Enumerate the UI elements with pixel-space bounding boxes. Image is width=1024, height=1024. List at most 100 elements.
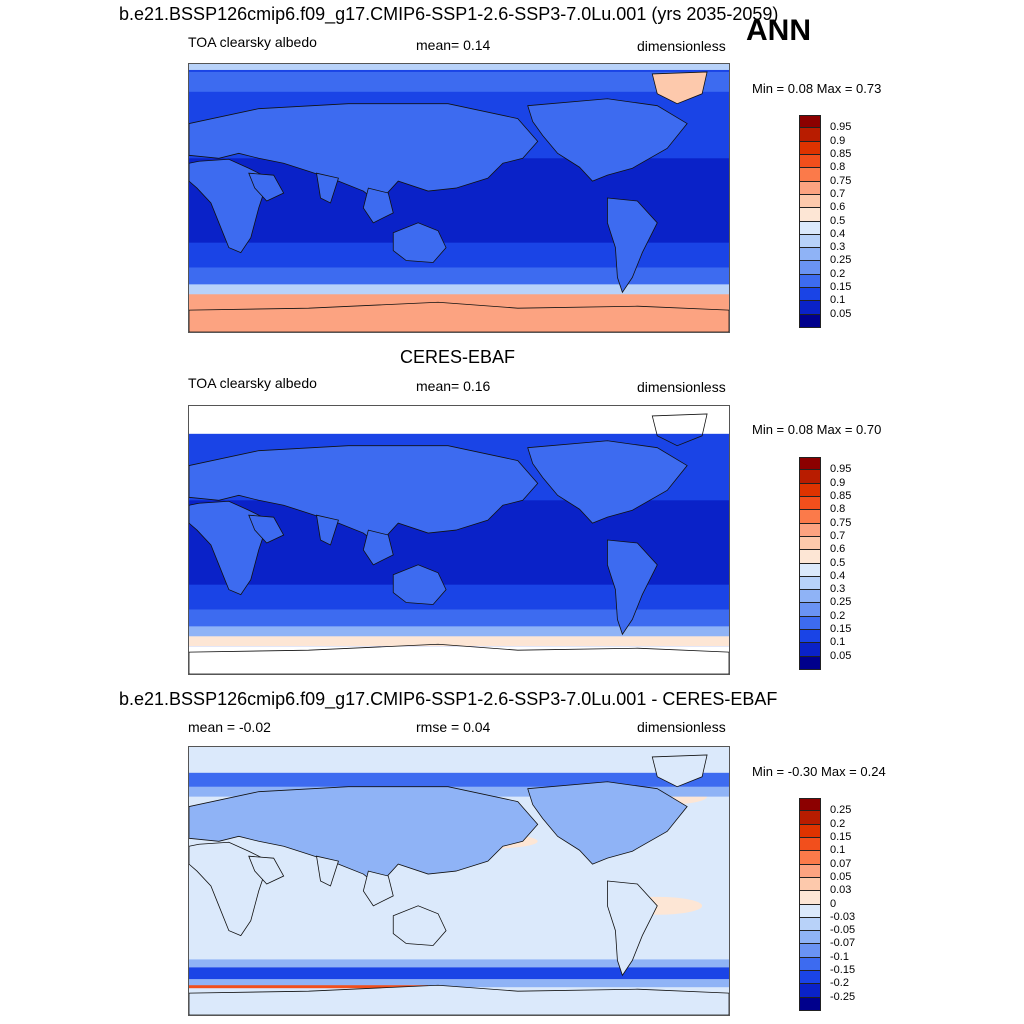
panel-1-minmax-label: Min = 0.08 Max = 0.73: [752, 81, 882, 96]
coastline-seasia: [362, 529, 394, 566]
colorbar-swatch: [799, 261, 821, 275]
colorbar-tick-label: 0.85: [830, 489, 852, 502]
coastline-greenland: [651, 71, 708, 105]
colorbar-swatch: [799, 971, 821, 985]
southern-ocean-band: [189, 959, 729, 968]
colorbar-tick-label: 0.95: [830, 121, 852, 134]
colorbar-swatch: [799, 181, 821, 195]
coastline-australia: [392, 905, 447, 946]
coastline-samerica: [607, 880, 658, 977]
panel-3-title: b.e21.BSSP126cmip6.f09_g17.CMIP6-SSP1-2.…: [119, 689, 778, 709]
panel-2-map: [188, 405, 730, 675]
panel-3-units-label: dimensionless: [637, 719, 726, 735]
colorbar-tick-label: 0.9: [830, 134, 846, 147]
polar-high-albedo: [189, 294, 729, 332]
map-plot: [189, 747, 729, 1015]
colorbar-tick-label: 0.4: [830, 569, 846, 582]
panel-1-map: [188, 63, 730, 333]
panel-3-mean-label: mean = -0.02: [188, 719, 271, 735]
colorbar-tick-label: 0: [830, 897, 837, 910]
colorbar-tick-label: 0.2: [830, 609, 846, 622]
panel-1-title: b.e21.BSSP126cmip6.f09_g17.CMIP6-SSP1-2.…: [119, 4, 779, 24]
colorbar-swatch: [799, 168, 821, 182]
panel-2-colorbar: [799, 457, 821, 670]
colorbar-tick-label: -0.07: [830, 937, 856, 950]
colorbar-tick-label: 0.15: [830, 623, 852, 636]
coastline-greenland: [651, 754, 708, 788]
colorbar-swatch: [799, 917, 821, 932]
panel-3-map: [188, 746, 730, 1016]
colorbar-tick-label: 0.3: [830, 241, 846, 254]
no-data-region: [189, 406, 729, 434]
southern-ocean-band: [189, 979, 729, 988]
panel-2-minmax-label: Min = 0.08 Max = 0.70: [752, 422, 882, 437]
panel-2-title: CERES-EBAF: [400, 347, 516, 367]
coastline-india: [316, 172, 339, 204]
coastline-seasia: [362, 187, 394, 224]
colorbar-tick-label: 0.5: [830, 214, 846, 227]
northern-band: [189, 71, 729, 92]
positive-anomaly-region: [189, 985, 429, 989]
no-data-region: [189, 646, 729, 674]
colorbar-tick-label: 0.25: [830, 596, 852, 609]
coastline-australia: [392, 564, 447, 605]
panel-2-units-label: dimensionless: [637, 379, 726, 395]
polar-high-albedo: [189, 64, 729, 70]
colorbar-swatch: [799, 234, 821, 249]
colorbar-tick-label: 0.95: [830, 463, 852, 476]
colorbar-tick-label: 0.1: [830, 294, 846, 307]
coastline-namerica: [527, 440, 688, 524]
colorbar-tick-label: 0.4: [830, 227, 846, 240]
coastline-africa: [189, 841, 270, 937]
panel-2-mean-label: mean= 0.16: [416, 378, 491, 394]
polar-high-albedo: [189, 636, 729, 647]
colorbar-tick-label: -0.2: [830, 977, 849, 990]
panel-1-units-label: dimensionless: [637, 38, 726, 54]
colorbar-tick-label: 0.03: [830, 884, 852, 897]
colorbar-tick-label: 0.6: [830, 201, 846, 214]
colorbar-swatch: [799, 550, 821, 564]
colorbar-tick-label: 0.1: [830, 844, 846, 857]
colorbar-tick-label: 0.15: [830, 281, 852, 294]
colorbar-swatch: [799, 274, 821, 289]
colorbar-swatch: [799, 656, 821, 670]
colorbar-swatch: [799, 194, 821, 209]
coastline-antarctica: [189, 984, 729, 1015]
colorbar-tick-label: 0.7: [830, 529, 846, 542]
colorbar-swatch: [799, 603, 821, 617]
colorbar-swatch: [799, 141, 821, 155]
colorbar-tick-label: 0.25: [830, 804, 852, 817]
coastline-antarctica: [189, 643, 729, 674]
colorbar-tick-label: 0.9: [830, 476, 846, 489]
coastline-arabia: [248, 514, 285, 544]
colorbar-tick-label: -0.1: [830, 950, 849, 963]
colorbar-tick-label: 0.2: [830, 267, 846, 280]
coastline-samerica: [607, 539, 658, 636]
map-plot: [189, 64, 729, 332]
coastline-india: [316, 514, 339, 546]
colorbar-swatch: [799, 563, 821, 577]
colorbar-swatch: [799, 457, 821, 471]
colorbar-swatch: [799, 877, 821, 892]
coastline-namerica: [527, 781, 688, 865]
coastline-samerica: [607, 197, 658, 294]
southern-ocean-band: [189, 967, 729, 980]
map-plot: [189, 406, 729, 674]
colorbar-tick-label: 0.8: [830, 161, 846, 174]
colorbar-tick-label: 0.85: [830, 147, 852, 160]
colorbar-swatch: [799, 590, 821, 604]
panel-1-variable-label: TOA clearsky albedo: [188, 34, 317, 50]
colorbar-tick-label: 0.05: [830, 307, 852, 320]
colorbar-swatch: [799, 470, 821, 484]
colorbar-swatch: [799, 523, 821, 537]
panel-3-rmse-label: rmse = 0.04: [416, 719, 491, 735]
colorbar-tick-label: 0.75: [830, 516, 852, 529]
colorbar-swatch: [799, 248, 821, 262]
colorbar-swatch: [799, 630, 821, 644]
colorbar-swatch: [799, 496, 821, 511]
colorbar-tick-label: -0.25: [830, 990, 856, 1003]
colorbar-swatch: [799, 208, 821, 222]
colorbar-tick-label: -0.15: [830, 964, 856, 977]
colorbar-tick-label: 0.8: [830, 503, 846, 516]
high-latitude-band: [189, 772, 729, 789]
